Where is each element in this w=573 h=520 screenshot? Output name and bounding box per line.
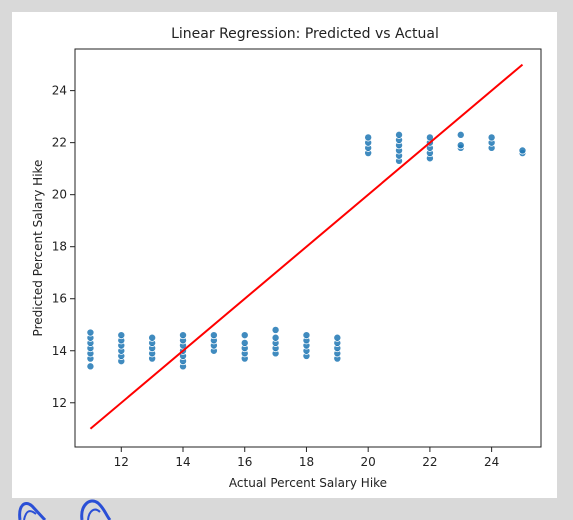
scatter-point [271,333,280,342]
y-tick-label: 12 [52,396,67,410]
plot-area [74,48,542,448]
y-tick-label: 16 [52,292,67,306]
x-tick-label: 20 [361,455,376,469]
scatter-point [395,130,404,139]
x-axis-label: Actual Percent Salary Hike [229,476,387,490]
x-tick-label: 12 [114,455,129,469]
y-tick-label: 22 [52,136,67,150]
ideal-fit-line [89,63,524,430]
scatter-point [271,325,280,334]
scatter-point [179,331,188,340]
y-axis-label: Predicted Percent Salary Hike [31,160,45,337]
y-tick-label: 24 [52,84,67,98]
scatter-point [425,133,434,142]
x-tick-label: 16 [237,455,252,469]
chart-title: Linear Regression: Predicted vs Actual [171,26,439,42]
scatter-point [456,130,465,139]
chart-marks [86,63,527,430]
y-tick-label: 14 [52,344,67,358]
scatter-point [209,331,218,340]
scatter-point [364,133,373,142]
scatter-point [518,146,527,155]
y-tick-label: 20 [52,188,67,202]
figure-canvas [12,12,557,498]
x-tick-label: 22 [422,455,437,469]
scatter-point [240,338,249,347]
scatter-point [240,331,249,340]
scatter-point [86,362,95,371]
scatter-point [117,331,126,340]
scatter-point [456,141,465,150]
scatter-point [487,133,496,142]
scatter-point [86,328,95,337]
scatter-point [148,333,157,342]
x-tick-label: 14 [175,455,190,469]
y-tick-label: 18 [52,240,67,254]
scatter-point [302,331,311,340]
scatter-point [333,333,342,342]
x-tick-label: 18 [299,455,314,469]
x-tick-label: 24 [484,455,499,469]
